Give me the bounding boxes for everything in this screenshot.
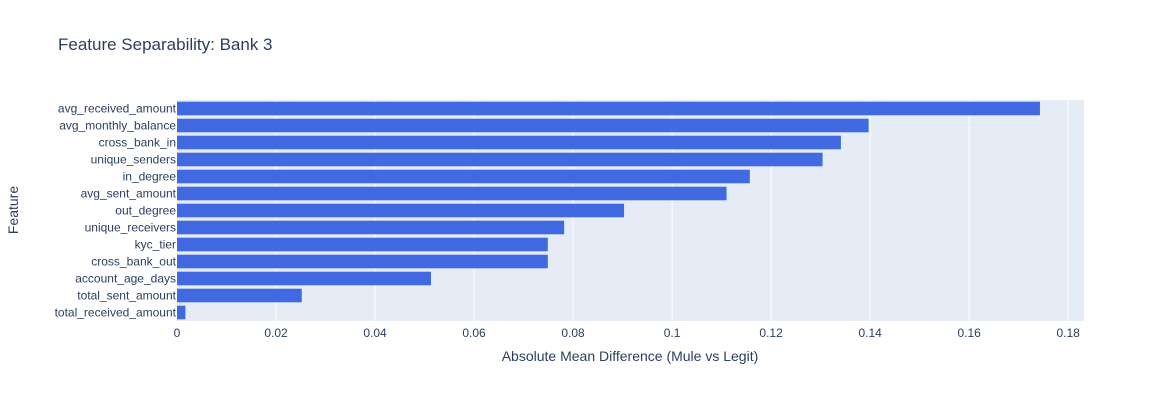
y-tick-label: avg_received_amount	[58, 102, 177, 116]
y-tick-label: cross_bank_out	[91, 255, 176, 269]
y-tick-label: total_sent_amount	[77, 289, 176, 303]
bar-total-received-amount	[177, 305, 186, 320]
bar-total-sent-amount	[177, 288, 302, 303]
x-tick-label: 0.18	[1056, 326, 1080, 340]
y-tick-label: total_received_amount	[55, 306, 177, 320]
x-tick-labels: 0 0.02 0.04 0.06 0.08 0.1 0.12 0.14 0.16 0.18	[174, 326, 1081, 340]
bar-cross-bank-in	[177, 135, 841, 150]
y-tick-label: unique_receivers	[85, 221, 176, 235]
x-tick-label: 0.04	[363, 326, 387, 340]
bar-avg-received-amount	[177, 101, 1040, 116]
bars	[177, 101, 1040, 320]
bar-account-age-days	[177, 271, 431, 286]
chart-title: Feature Separability: Bank 3	[58, 35, 273, 54]
y-tick-labels: avg_received_amount avg_monthly_balancecr…	[55, 102, 177, 320]
x-tick-label: 0.1	[664, 326, 681, 340]
x-tick-label: 0	[174, 326, 181, 340]
y-tick-label: account_age_days	[75, 272, 176, 286]
x-tick-label: 0.08	[561, 326, 585, 340]
x-tick-label: 0.02	[264, 326, 288, 340]
bar-avg-monthly-balance	[177, 118, 869, 133]
bar-kyc-tier	[177, 237, 548, 252]
x-tick-label: 0.14	[858, 326, 882, 340]
y-tick-label: out_degree	[115, 204, 176, 218]
bar-avg-sent-amount	[177, 186, 727, 201]
y-tick-label: unique_senders	[91, 153, 176, 167]
y-axis-title: Feature	[5, 186, 21, 234]
bar-in-degree	[177, 169, 750, 184]
x-tick-label: 0.06	[462, 326, 486, 340]
bar-cross-bank-out	[177, 254, 548, 269]
y-tick-label: kyc_tier	[135, 238, 176, 252]
bar-unique-receivers	[177, 220, 565, 235]
y-tick-label: cross_bank_in	[99, 136, 176, 150]
x-axis-title: Absolute Mean Difference (Mule vs Legit)	[502, 348, 759, 364]
y-tick-label: in_degree	[123, 170, 177, 184]
bar-out-degree	[177, 203, 625, 218]
x-tick-label: 0.12	[759, 326, 783, 340]
y-tick-label: avg_monthly_balance	[59, 119, 176, 133]
bar-unique-senders	[177, 152, 823, 167]
y-tick-label: avg_sent_amount	[81, 187, 177, 201]
x-tick-label: 0.16	[957, 326, 981, 340]
